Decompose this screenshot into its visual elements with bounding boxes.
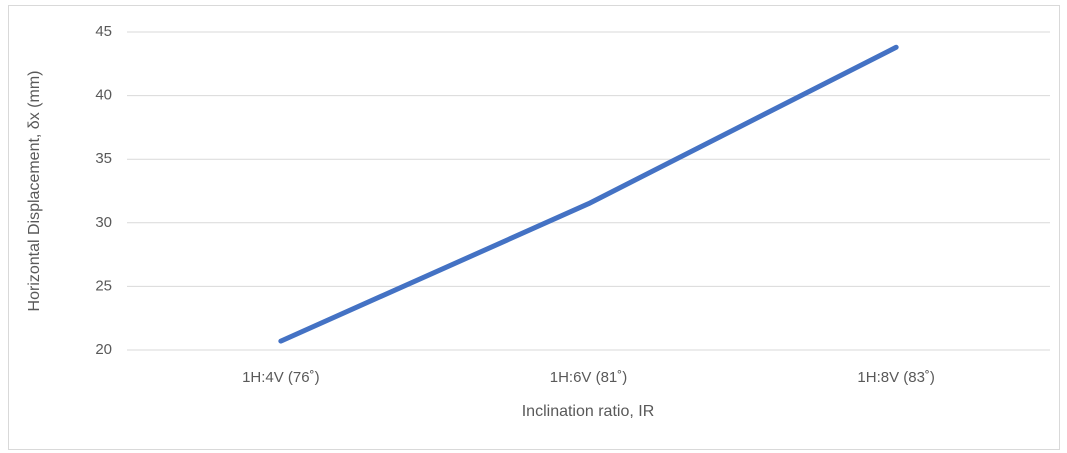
x-tick-label: 1H:8V (83˚) [857,369,935,386]
y-axis-title: Horizontal Displacement, δx (mm) [26,71,43,312]
data-line [278,44,899,344]
y-tick-label: 35 [95,150,112,167]
y-tick-label: 40 [95,87,112,104]
y-tick-label: 30 [95,214,112,231]
x-tick-label: 1H:4V (76˚) [242,369,320,386]
y-tick-label: 20 [95,341,112,358]
y-tick-label: 45 [95,23,112,40]
y-tick-label: 25 [95,277,112,294]
x-tick-label: 1H:6V (81˚) [550,369,628,386]
x-axis-title: Inclination ratio, IR [522,403,655,420]
